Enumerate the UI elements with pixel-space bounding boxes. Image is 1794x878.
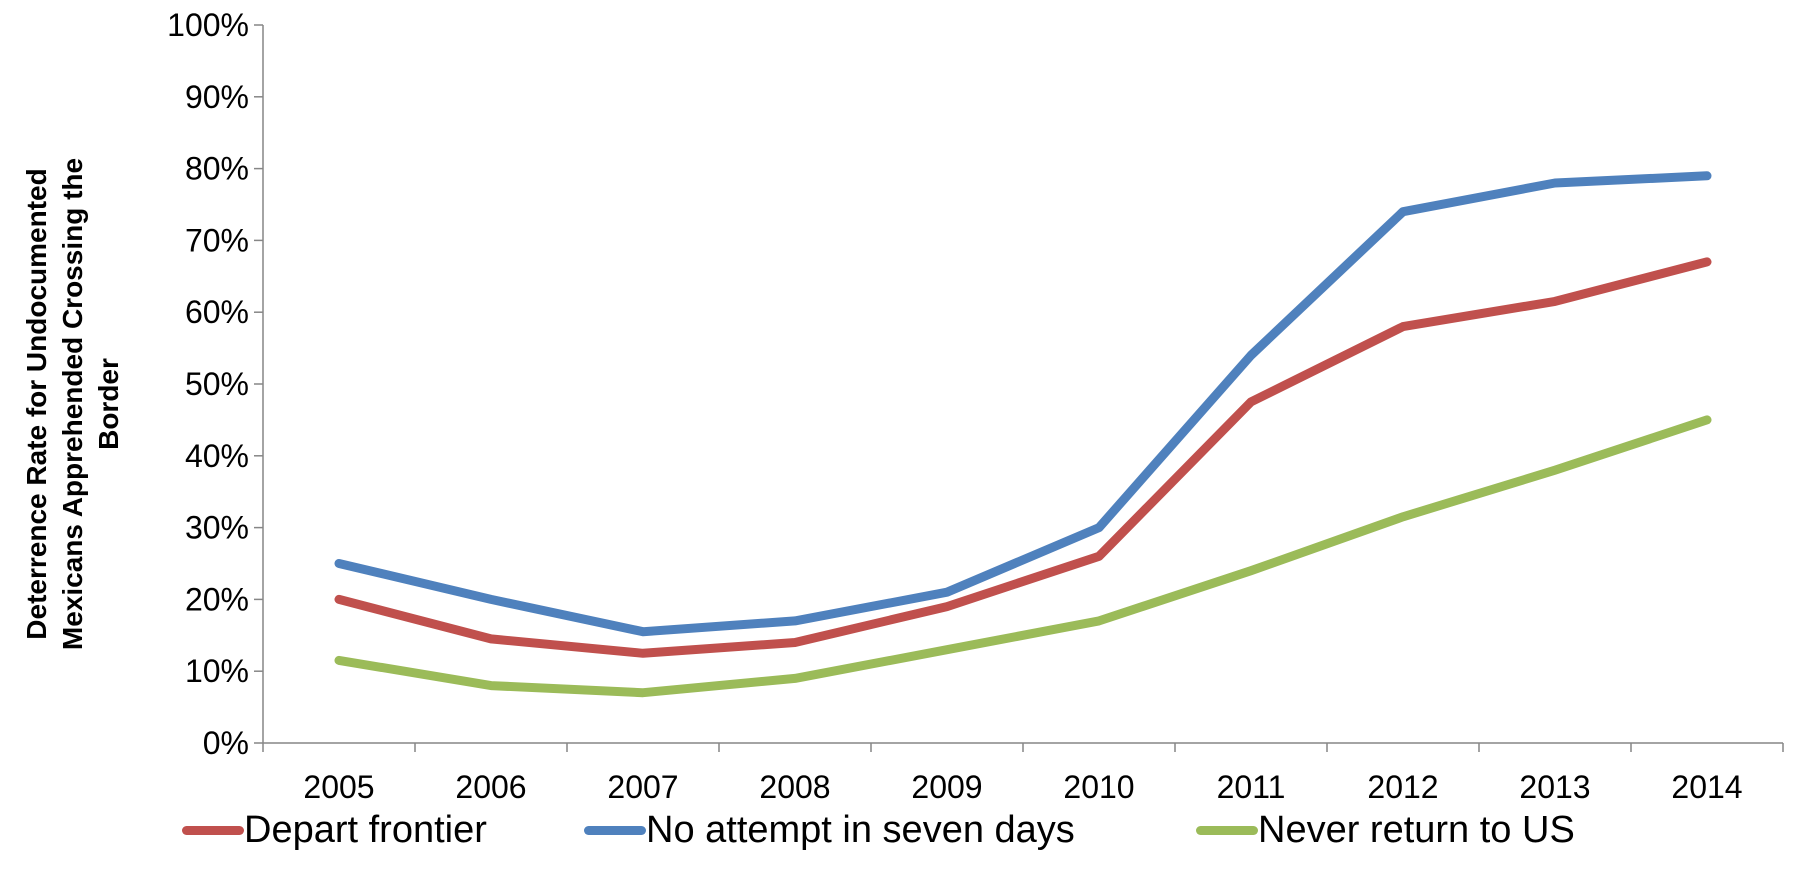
legend: Depart frontier No attempt in seven days… xyxy=(0,800,1794,860)
y-tick-label: 50% xyxy=(185,366,249,402)
y-tick-label: 40% xyxy=(185,438,249,474)
legend-item-no-attempt: No attempt in seven days xyxy=(584,800,1075,860)
y-axis-ticks: 0% 10% 20% 30% 40% 50% 60% 70% 80% 90% 100% xyxy=(167,7,263,761)
series-lines xyxy=(334,171,1712,698)
legend-swatch-no-attempt xyxy=(584,825,646,835)
x-tick-label: 2013 xyxy=(1519,769,1590,800)
y-axis-title-line: Border xyxy=(93,358,124,450)
x-tick-label: 2009 xyxy=(911,769,982,800)
legend-swatch-never-return xyxy=(1196,825,1258,835)
series-line-depart-frontier xyxy=(334,257,1712,658)
x-tick-label: 2006 xyxy=(455,769,526,800)
y-axis-title-line: Deterrence Rate for Undocumented xyxy=(21,168,52,639)
y-axis-title-line: Mexicans Apprehended Crossing the xyxy=(57,158,88,650)
x-tick-label: 2011 xyxy=(1217,769,1286,800)
axes xyxy=(262,25,1783,744)
legend-label: No attempt in seven days xyxy=(646,808,1075,851)
legend-item-never-return: Never return to US xyxy=(1196,800,1575,860)
y-tick-label: 100% xyxy=(167,7,249,43)
x-tick-label: 2005 xyxy=(303,769,374,800)
x-tick-label: 2012 xyxy=(1367,769,1438,800)
x-tick-label: 2007 xyxy=(607,769,678,800)
y-tick-label: 60% xyxy=(185,294,249,330)
legend-item-depart-frontier: Depart frontier xyxy=(182,800,487,860)
legend-label: Depart frontier xyxy=(244,808,487,851)
y-tick-label: 80% xyxy=(185,151,249,187)
y-tick-label: 30% xyxy=(185,510,249,546)
y-tick-label: 90% xyxy=(185,79,249,115)
x-tick-label: 2014 xyxy=(1671,769,1742,800)
y-tick-label: 0% xyxy=(203,725,249,761)
y-tick-label: 20% xyxy=(185,581,249,617)
x-tick-label: 2008 xyxy=(759,769,830,800)
x-axis-ticks: 2005 2006 2007 2008 2009 2010 2011 2012 2013 2014 xyxy=(262,743,1784,800)
series-line-never-return-to-us xyxy=(334,415,1712,698)
series-line-no-attempt-in-seven-days xyxy=(334,171,1712,637)
y-tick-label: 70% xyxy=(185,222,249,258)
line-chart: Deterrence Rate for Undocumented Mexicans… xyxy=(21,7,1784,800)
legend-swatch-depart-frontier xyxy=(182,825,244,835)
y-tick-label: 10% xyxy=(185,653,249,689)
y-axis-title: Deterrence Rate for Undocumented Mexicans… xyxy=(21,158,124,650)
legend-label: Never return to US xyxy=(1258,808,1575,851)
x-tick-label: 2010 xyxy=(1063,769,1134,800)
